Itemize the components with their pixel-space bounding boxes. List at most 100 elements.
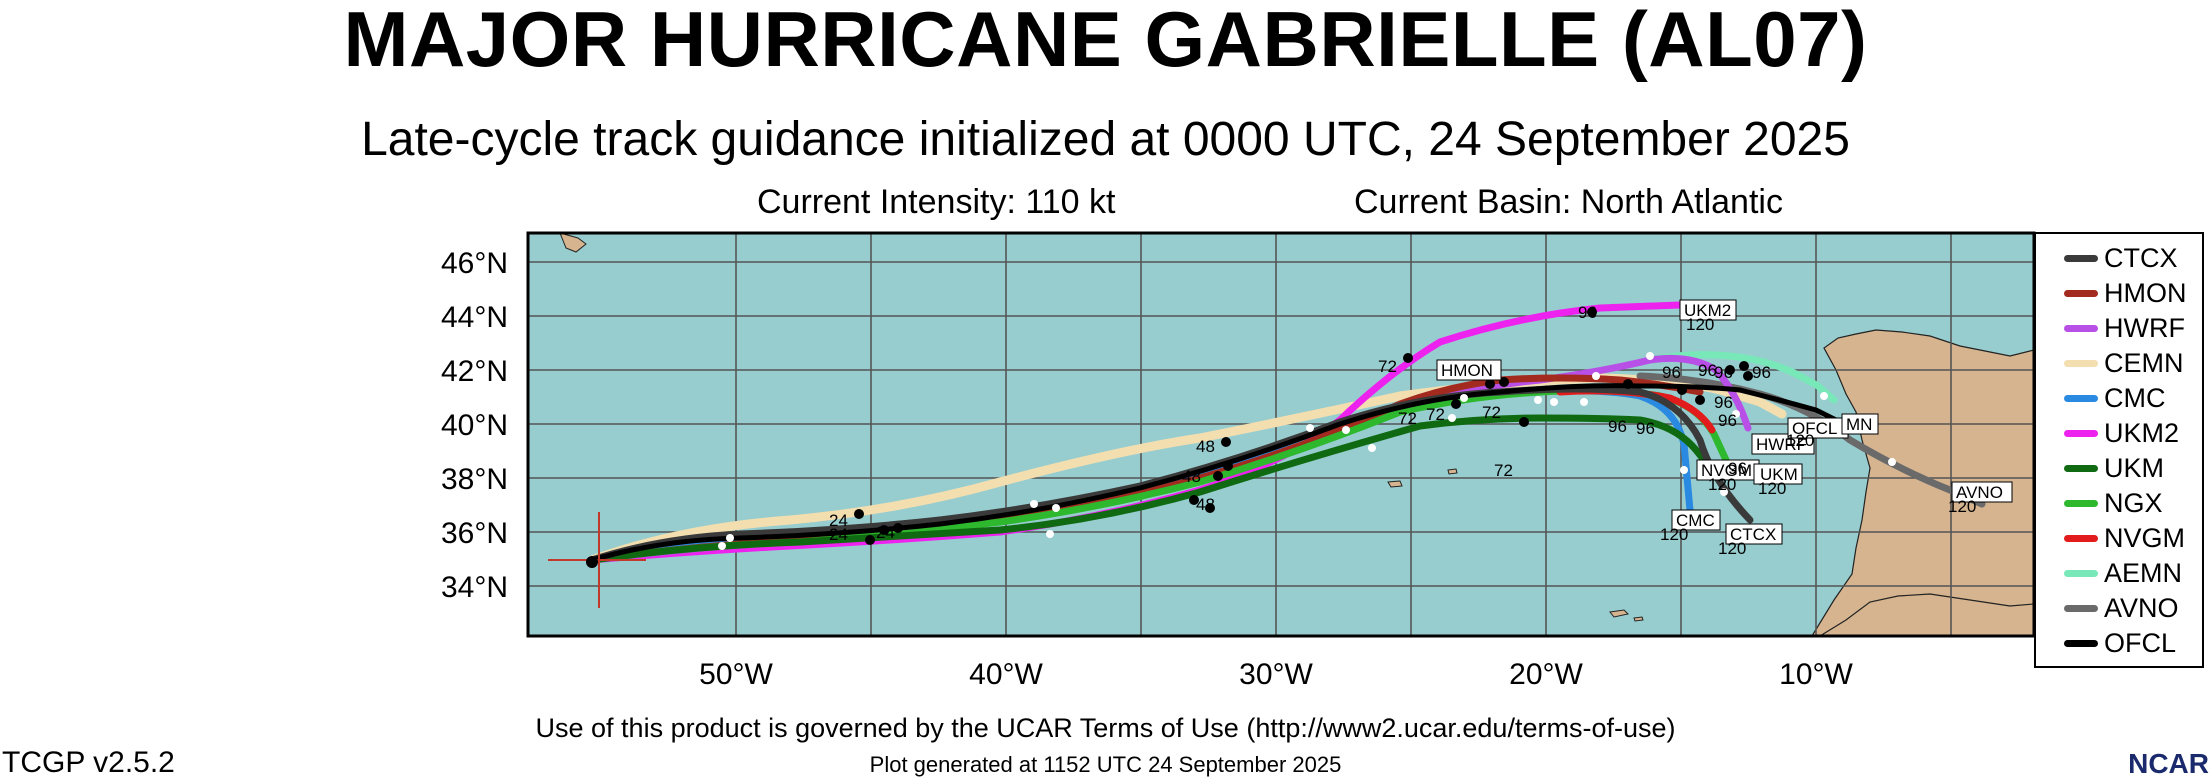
version-label: TCGP v2.5.2	[2, 746, 175, 779]
lon-label-30w: 30°W	[1239, 658, 1313, 691]
label-ctcx: CTCX	[1730, 525, 1776, 544]
hour-label-96: 96	[1714, 393, 1733, 412]
hour-label-120: 120	[1786, 431, 1814, 450]
lon-label-40w: 40°W	[969, 658, 1043, 691]
current-basin: Current Basin: North Atlantic	[1354, 183, 1783, 221]
land-iberia	[1811, 329, 2034, 636]
hour-label-48: 48	[1196, 437, 1215, 456]
legend-label: OFCL	[2104, 628, 2177, 658]
legend-label: UKM2	[2104, 418, 2180, 448]
hour-label-48: 48	[1182, 467, 1201, 486]
model-legend: CTCX HMON HWRF CEMN CMC UKM2 UKM NGX NVG…	[2034, 232, 2204, 668]
legend-swatch	[2064, 535, 2098, 542]
hour-label-48: 48	[1196, 495, 1215, 514]
island-canary	[1633, 616, 1644, 622]
hour-label-96: 96	[1608, 417, 1627, 436]
ncar-logo: NCAR	[2128, 748, 2209, 779]
track-points	[718, 307, 1896, 550]
legend-item-nvgm: NVGM	[2064, 522, 2185, 555]
hour-label-24: 24	[829, 525, 848, 544]
hour-label-120: 120	[1660, 525, 1688, 544]
legend-swatch	[2064, 605, 2098, 612]
legend-item-ukm: UKM	[2064, 452, 2164, 485]
lon-label-20w: 20°W	[1509, 658, 1583, 691]
hour-label-96: 96	[1662, 363, 1681, 382]
map-subtitle: Late-cycle track guidance initialized at…	[361, 113, 1850, 166]
hour-label-96: 96	[1714, 363, 1733, 382]
label-ofcl: OFCL	[1792, 419, 1837, 438]
map-title: MAJOR HURRICANE GABRIELLE (AL07)	[343, 0, 1868, 83]
legend-swatch	[2064, 395, 2098, 402]
initial-position-marker	[548, 512, 646, 608]
label-hmon: HMON	[1441, 361, 1493, 380]
hour-label-72: 72	[1494, 461, 1513, 480]
lat-label-38n: 38°N	[441, 463, 508, 496]
track-ukm	[588, 414, 1716, 564]
legend-swatch	[2064, 325, 2098, 332]
label-ukm2: UKM2	[1684, 301, 1731, 320]
hour-label-120: 120	[1686, 315, 1714, 334]
hour-label-96: 96	[1636, 419, 1655, 438]
legend-item-ofcl: OFCL	[2064, 627, 2176, 660]
lat-label-46n: 46°N	[441, 247, 508, 280]
hour-label-96: 96	[1728, 459, 1747, 478]
hour-label-72: 72	[1426, 405, 1445, 424]
legend-label: CTCX	[2104, 243, 2178, 273]
legend-swatch	[2064, 570, 2098, 577]
label-ukm: UKM	[1760, 465, 1798, 484]
legend-item-hmon: HMON	[2064, 277, 2187, 310]
legend-swatch	[2064, 465, 2098, 472]
label-avno: AVNO	[1956, 483, 2003, 502]
legend-item-cmc: CMC	[2064, 382, 2166, 415]
legend-item-ukm2: UKM2	[2064, 417, 2179, 450]
legend-item-ctcx: CTCX	[2064, 242, 2178, 275]
label-nvgm: NVGM	[1701, 461, 1752, 480]
hour-label-120: 120	[1758, 479, 1786, 498]
hour-label-24: 24	[876, 523, 895, 542]
hour-label-120: 120	[1718, 539, 1746, 558]
label-hwrf: HWRF	[1756, 435, 1807, 454]
legend-swatch	[2064, 500, 2098, 507]
island-azores-2	[1447, 468, 1458, 475]
legend-label: AEMN	[2104, 558, 2183, 588]
legend-swatch	[2064, 290, 2098, 297]
lat-label-36n: 36°N	[441, 517, 508, 550]
lon-label-10w: 10°W	[1779, 658, 1853, 691]
hour-label-96: 96	[1718, 411, 1737, 430]
island-ireland	[559, 233, 587, 253]
hour-label-96: 96	[1578, 303, 1597, 322]
track-avno	[1636, 372, 1986, 508]
legend-label: HWRF	[2104, 313, 2185, 343]
legend-swatch	[2064, 360, 2098, 367]
legend-swatch	[2064, 640, 2098, 647]
legend-label: CEMN	[2104, 348, 2184, 378]
current-intensity: Current Intensity: 110 kt	[757, 183, 1116, 221]
lat-label-40n: 40°N	[441, 409, 508, 442]
island-azores-1	[1387, 480, 1403, 488]
legend-label: UKM	[2104, 453, 2164, 483]
legend-label: HMON	[2104, 278, 2187, 308]
legend-label: NVGM	[2104, 523, 2185, 553]
legend-item-cemn: CEMN	[2064, 347, 2184, 380]
legend-swatch	[2064, 430, 2098, 437]
land-africa	[1818, 593, 2034, 636]
legend-label: AVNO	[2104, 593, 2179, 623]
lat-label-42n: 42°N	[441, 355, 508, 388]
lat-label-44n: 44°N	[441, 301, 508, 334]
legend-item-avno: AVNO	[2064, 592, 2179, 625]
lon-label-50w: 50°W	[699, 658, 773, 691]
island-madeira	[1609, 609, 1630, 618]
legend-label: CMC	[2104, 383, 2166, 413]
hour-label-96: 96	[1752, 363, 1771, 382]
terms-of-use: Use of this product is governed by the U…	[535, 713, 1676, 743]
lat-label-34n: 34°N	[441, 571, 508, 604]
hour-label-72: 72	[1482, 403, 1501, 422]
hour-label-96: 96	[1698, 361, 1717, 380]
hour-label-72: 72	[1378, 357, 1397, 376]
hour-label-120: 120	[1708, 475, 1736, 494]
hour-label-72: 72	[1398, 409, 1417, 428]
label-cmc: CMC	[1676, 511, 1715, 530]
legend-label: NGX	[2104, 488, 2163, 518]
hour-label-120: 120	[1948, 497, 1976, 516]
